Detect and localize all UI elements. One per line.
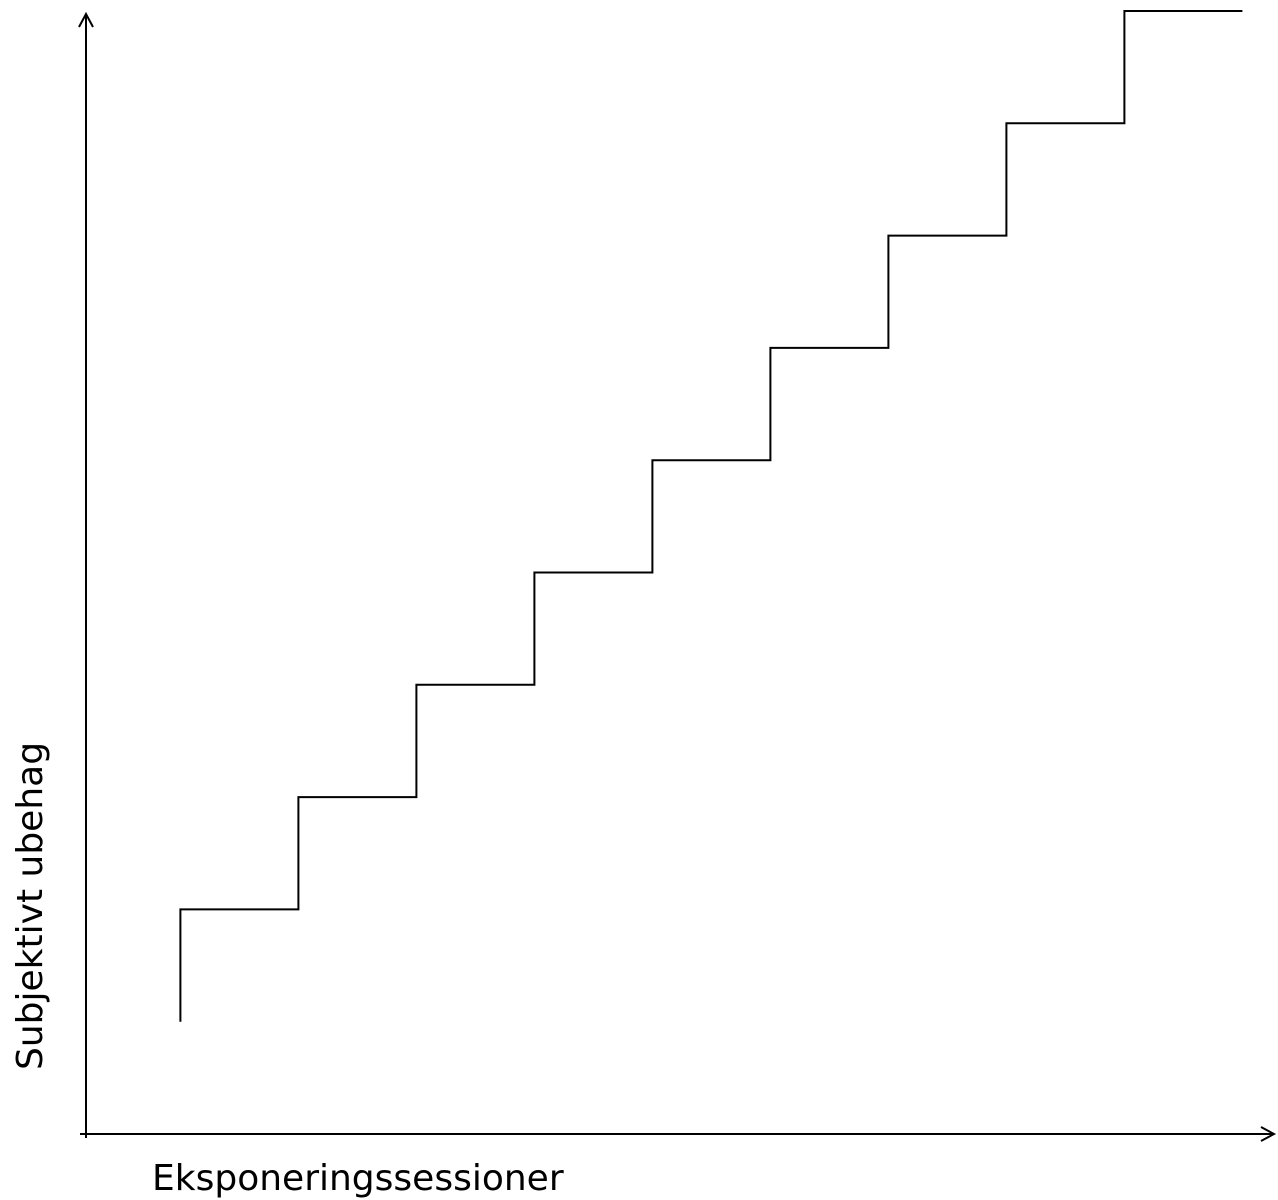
x-axis-arrow-icon (1260, 1126, 1277, 1142)
chart-axes (78, 11, 1277, 1142)
y-axis-arrow-icon (78, 11, 94, 28)
series-line-1 (179, 10, 1243, 1022)
x-axis-label: Eksponeringssessioner (152, 1158, 564, 1199)
series-layer (179, 10, 1243, 1022)
y-axis-label: Subjektivt ubehag (10, 742, 51, 1070)
